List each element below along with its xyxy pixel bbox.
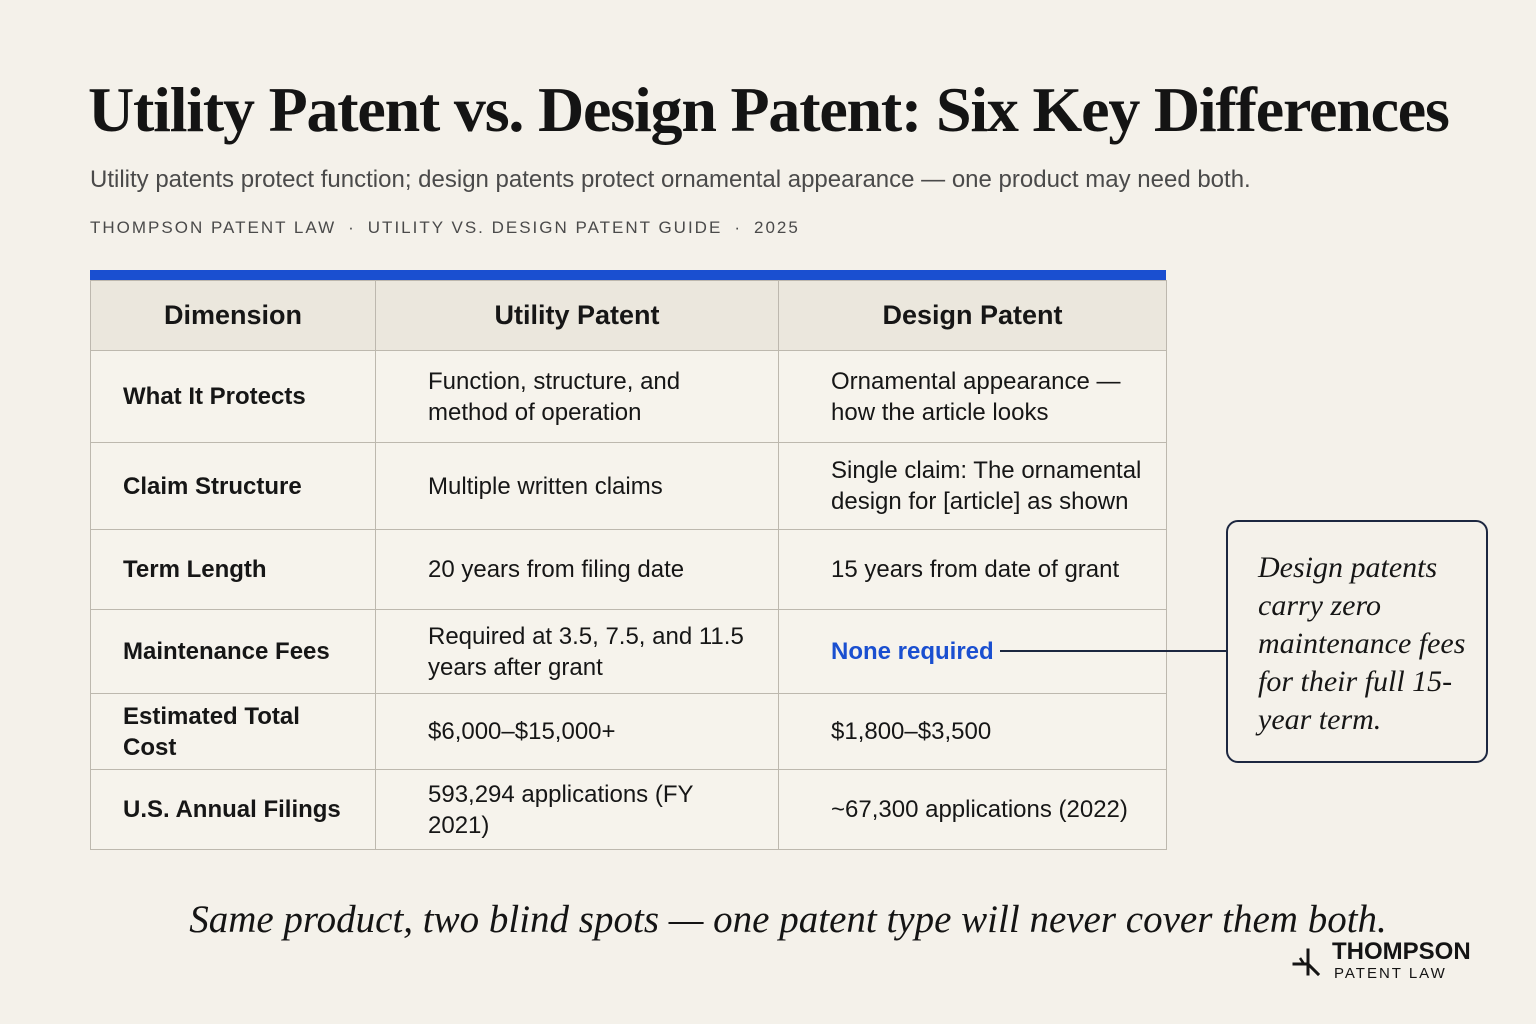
patent-mark-icon	[1292, 948, 1321, 977]
row-utility-cell: 20 years from filing date	[375, 529, 779, 610]
row-dimension-cell: U.S. Annual Filings	[90, 769, 376, 850]
table-row: Term Length 20 years from filing date 15 y…	[90, 529, 1167, 610]
meta-line: THOMPSON PATENT LAW · UTILITY VS. DESIGN P…	[90, 217, 800, 239]
table-row: U.S. Annual Filings 593,294 applications …	[90, 769, 1167, 850]
row-dimension-cell: Estimated Total Cost	[90, 693, 376, 770]
table-accent-bar	[90, 270, 1166, 280]
comparison-table: Dimension Utility Patent Design Patent W…	[90, 280, 1167, 850]
row-dimension-cell: Maintenance Fees	[90, 609, 376, 694]
row-utility-cell: 593,294 applications (FY 2021)	[375, 769, 779, 850]
tagline: Same product, two blind spots — one pate…	[189, 898, 1387, 941]
table-row: Estimated Total Cost $6,000–$15,000+ $1,80…	[90, 693, 1167, 770]
row-design-cell: Ornamental appearance — how the article …	[778, 350, 1167, 443]
row-dimension-cell: What It Protects	[90, 350, 376, 443]
column-header-design: Design Patent	[778, 280, 1167, 351]
callout-text: Design patents carry zero maintenance fe…	[1258, 551, 1466, 736]
thompson-logo: THOMPSON PATENT LAW	[1290, 938, 1480, 988]
row-design-cell: 15 years from date of grant	[778, 529, 1167, 610]
row-dimension-cell: Term Length	[90, 529, 376, 610]
logo-subtitle: PATENT LAW	[1334, 965, 1447, 982]
column-header-dimension: Dimension	[90, 280, 376, 351]
row-design-cell: Single claim: The ornamental design for …	[778, 442, 1167, 530]
callout-connector-line	[1000, 650, 1226, 652]
row-utility-cell: $6,000–$15,000+	[375, 693, 779, 770]
meta-separator: ·	[348, 218, 356, 237]
meta-guide: UTILITY VS. DESIGN PATENT GUIDE	[367, 218, 723, 237]
meta-firm: THOMPSON PATENT LAW	[90, 218, 337, 237]
logo-name: THOMPSON	[1332, 938, 1471, 965]
page-subtitle: Utility patents protect function; design…	[90, 166, 1251, 193]
meta-separator: ·	[734, 218, 742, 237]
table-row: Claim Structure Multiple written claims Si…	[90, 442, 1167, 530]
table-row: Maintenance Fees Required at 3.5, 7.5, an…	[90, 609, 1167, 694]
row-design-cell: ~67,300 applications (2022)	[778, 769, 1167, 850]
row-utility-cell: Function, structure, and method of opera…	[375, 350, 779, 443]
row-dimension-cell: Claim Structure	[90, 442, 376, 530]
comparison-table-container: Dimension Utility Patent Design Patent W…	[90, 270, 1167, 850]
table-row: What It Protects Function, structure, and…	[90, 350, 1167, 443]
page-title: Utility Patent vs. Design Patent: Six Ke…	[88, 74, 1450, 145]
row-utility-cell: Multiple written claims	[375, 442, 779, 530]
column-header-utility: Utility Patent	[375, 280, 779, 351]
row-design-cell: $1,800–$3,500	[778, 693, 1167, 770]
callout-box: Design patents carry zero maintenance fe…	[1226, 520, 1488, 763]
meta-year: 2025	[753, 218, 800, 237]
table-header-row: Dimension Utility Patent Design Patent	[90, 280, 1167, 351]
row-utility-cell: Required at 3.5, 7.5, and 11.5 years aft…	[375, 609, 779, 694]
